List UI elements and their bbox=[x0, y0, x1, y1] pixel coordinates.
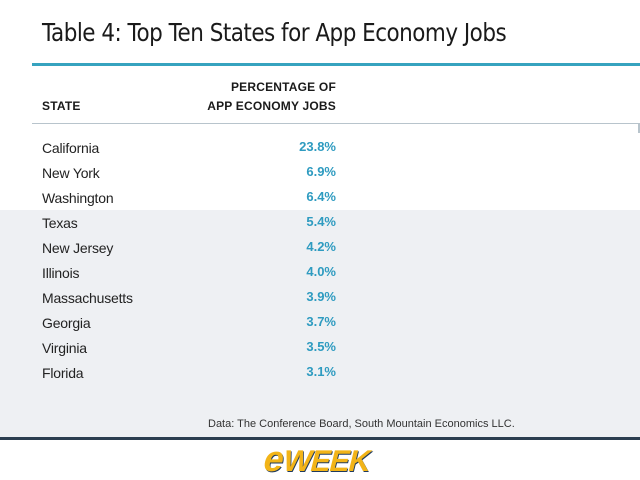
table-row: Illinois 4.0% bbox=[0, 263, 640, 288]
column-header-percentage-line1: PERCENTAGE OF bbox=[230, 80, 336, 94]
state-name: Georgia bbox=[42, 315, 91, 331]
table-row: New Jersey 4.2% bbox=[0, 238, 640, 263]
column-header-percentage-line2: APP ECONOMY JOBS bbox=[207, 99, 336, 113]
table-row: New York 6.9% bbox=[0, 163, 640, 188]
eweek-logo: e WEEK bbox=[259, 438, 375, 480]
state-name: California bbox=[42, 140, 100, 156]
table-row: Washington 6.4% bbox=[0, 188, 640, 213]
table-row: Massachusetts 3.9% bbox=[0, 288, 640, 313]
state-name: New York bbox=[42, 165, 100, 181]
column-header-percentage: PERCENTAGE OF APP ECONOMY JOBS bbox=[180, 78, 336, 116]
column-header-state: STATE bbox=[42, 99, 81, 113]
percentage-value: 4.0% bbox=[306, 264, 336, 279]
shaded-band bbox=[0, 210, 640, 437]
percentage-value: 6.9% bbox=[306, 164, 336, 179]
state-name: New Jersey bbox=[42, 240, 114, 256]
state-name: Florida bbox=[42, 365, 84, 381]
state-name: Massachusetts bbox=[42, 290, 133, 306]
state-name: Virginia bbox=[42, 340, 87, 356]
percentage-value: 5.4% bbox=[306, 214, 336, 229]
percentage-value: 6.4% bbox=[306, 189, 336, 204]
header-divider bbox=[32, 123, 640, 124]
state-name: Washington bbox=[42, 190, 114, 206]
table-row: Florida 3.1% bbox=[0, 363, 640, 388]
table-title: Table 4: Top Ten States for App Economy … bbox=[42, 18, 507, 47]
table-row: Georgia 3.7% bbox=[0, 313, 640, 338]
table-row: Texas 5.4% bbox=[0, 213, 640, 238]
title-divider bbox=[32, 63, 640, 66]
source-note: Data: The Conference Board, South Mounta… bbox=[208, 418, 515, 430]
percentage-value: 3.7% bbox=[306, 314, 336, 329]
percentage-value: 3.5% bbox=[306, 339, 336, 354]
table-body: California 23.8% New York 6.9% Washington 6.4… bbox=[0, 138, 640, 388]
table-row: California 23.8% bbox=[0, 138, 640, 163]
footer-divider bbox=[0, 437, 640, 440]
percentage-value: 4.2% bbox=[306, 239, 336, 254]
percentage-value: 3.9% bbox=[306, 289, 336, 304]
logo-word-week: WEEK bbox=[279, 445, 374, 478]
header-divider-end bbox=[638, 123, 640, 133]
state-name: Illinois bbox=[42, 265, 80, 281]
percentage-value: 3.1% bbox=[306, 364, 336, 379]
percentage-value: 23.8% bbox=[299, 139, 336, 154]
state-name: Texas bbox=[42, 215, 78, 231]
table-row: Virginia 3.5% bbox=[0, 338, 640, 363]
